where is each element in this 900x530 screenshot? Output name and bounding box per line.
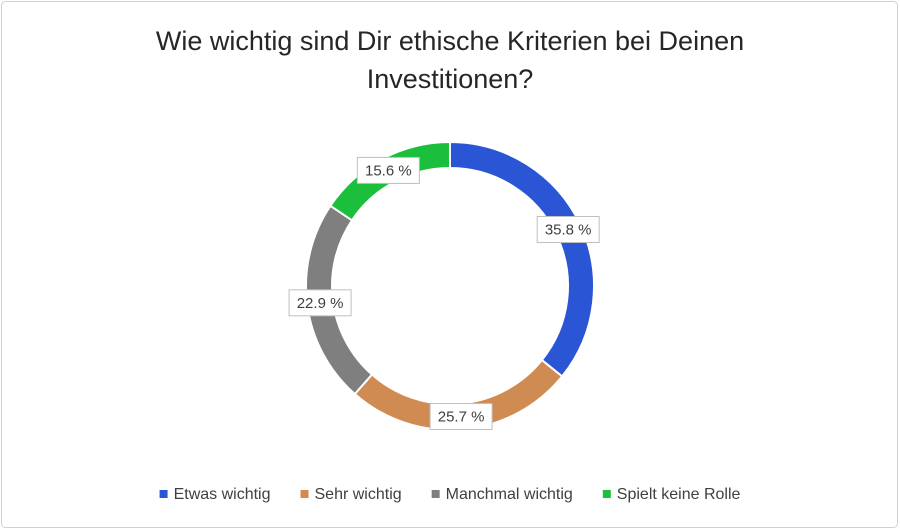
legend-label: Sehr wichtig — [314, 486, 401, 503]
legend-item: Sehr wichtig — [300, 486, 402, 503]
legend-label: Manchmal wichtig — [446, 486, 573, 503]
legend-item: Etwas wichtig — [159, 486, 271, 503]
legend-item: Manchmal wichtig — [431, 486, 573, 503]
data-label-box — [536, 215, 600, 243]
legend-swatch — [159, 490, 168, 498]
data-label: 15.6 % — [365, 162, 412, 179]
data-label: 22.9 % — [297, 295, 344, 312]
chart-title: Wie wichtig sind Dir ethische Kriterien … — [155, 26, 745, 94]
data-label-box — [356, 156, 420, 184]
legend-label: Spielt keine Rolle — [617, 486, 741, 503]
data-label-box — [429, 403, 493, 431]
legend-item: Spielt keine Rolle — [602, 486, 741, 503]
data-label-box — [288, 289, 352, 317]
data-label: 35.8 % — [545, 221, 592, 238]
legend-swatch — [300, 490, 309, 498]
legend-label: Etwas wichtig — [174, 486, 271, 503]
legend-swatch — [431, 490, 440, 498]
data-label: 25.7 % — [438, 408, 485, 425]
legend-swatch — [602, 490, 611, 498]
